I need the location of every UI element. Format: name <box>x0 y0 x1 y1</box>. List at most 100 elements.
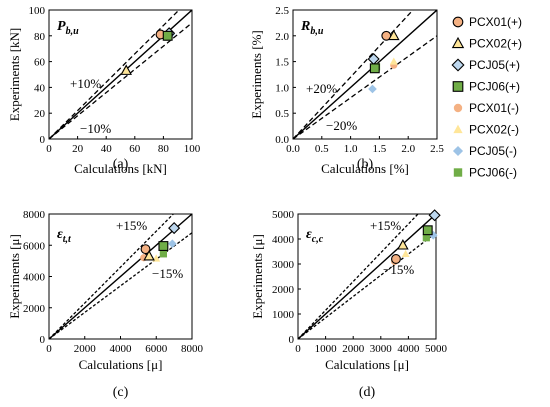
y-tick-label: 0 <box>40 134 46 146</box>
data-point <box>158 241 169 251</box>
x-tick-label: 2000 <box>74 343 97 355</box>
panel-caption: (a) <box>113 157 129 172</box>
panel-caption: (c) <box>113 385 129 400</box>
data-point <box>368 84 377 94</box>
y-axis-label: Experiments [μ] <box>250 234 265 319</box>
x-tick-label: 4000 <box>110 343 133 355</box>
y-tick-label: 60 <box>34 57 46 69</box>
panel-title: Rb,u <box>300 19 324 37</box>
reference-lines <box>49 10 192 139</box>
legend-marker <box>451 58 465 72</box>
data-point <box>168 239 177 249</box>
panel-title: εt,t <box>57 227 72 245</box>
data-point <box>369 63 380 74</box>
legend-marker <box>452 81 464 92</box>
lower-bound-line <box>49 232 192 339</box>
x-tick-label: 4000 <box>397 343 420 355</box>
chart-panel-3: 0 2000 4000 6000 8000 0 2000 4000 6000 8000 +15% −1… <box>7 209 204 400</box>
lower-bound-label: −10% <box>80 121 111 136</box>
data-point <box>162 30 173 41</box>
legend-label: PCJ06(-) <box>469 166 517 180</box>
y-tick-label: 100 <box>29 5 46 17</box>
legend-marker <box>453 168 463 177</box>
plot-frame <box>297 213 437 340</box>
x-axis-label: Calculations [%] <box>321 161 409 176</box>
y-tick-label: 0.0 <box>275 134 289 146</box>
x-tick-label: 100 <box>184 143 201 155</box>
upper-bound-label: +10% <box>70 76 101 91</box>
panel-title-subscript: t,t <box>63 234 72 245</box>
y-tick-label: 1.0 <box>275 82 289 94</box>
lower-bound-label: −20% <box>326 118 357 133</box>
y-tick-label: 40 <box>34 82 46 94</box>
y-tick-label: 4000 <box>272 234 295 246</box>
x-tick-label: 3000 <box>370 343 393 355</box>
y-tick-label: 6000 <box>23 240 46 252</box>
data-point <box>120 64 132 75</box>
y-tick-label: 2.5 <box>275 5 289 17</box>
panel-title-subscript: b,u <box>310 26 324 37</box>
y-tick-label: 0.5 <box>275 108 289 120</box>
panel-title-subscript: b,u <box>66 26 80 37</box>
data-point <box>428 209 441 222</box>
legend-item: PCJ05(+) <box>451 58 520 72</box>
x-tick-label: 8000 <box>181 343 204 355</box>
upper-bound-label: +15% <box>116 218 147 233</box>
y-tick-label: 8000 <box>23 209 46 221</box>
x-tick-label: 0 <box>295 343 301 355</box>
data-point <box>397 239 409 250</box>
x-tick-label: 0 <box>46 343 52 355</box>
plot-frame <box>48 9 193 140</box>
upper-bound-line <box>49 10 180 139</box>
chart-panel-1: 0 20 40 60 80 100 0 20 40 60 80 100 +10% −10% Pb,u Calc… <box>7 5 201 176</box>
x-tick-label: 2000 <box>342 343 365 355</box>
lower-bound-label: −15% <box>383 262 414 277</box>
legend-item: PCJ06(+) <box>452 80 520 94</box>
x-tick-label: 5000 <box>425 343 448 355</box>
panel-title-symbol: R <box>300 19 310 34</box>
upper-bound-line <box>298 214 419 339</box>
y-tick-label: 0 <box>40 334 46 346</box>
legend-marker <box>452 16 464 28</box>
data-point <box>159 250 167 258</box>
data-point <box>143 249 155 261</box>
x-tick-label: 1000 <box>315 343 338 355</box>
panel-title-symbol: ε <box>306 227 312 242</box>
x-axis-label: Calculations [μ] <box>79 357 163 372</box>
x-tick-label: 60 <box>129 143 141 155</box>
data-point <box>140 244 151 255</box>
legend-item: PCX02(-) <box>453 123 519 137</box>
x-axis-label: Calculations [kN] <box>74 161 167 176</box>
lower-bound-label: −15% <box>152 266 183 281</box>
x-tick-label: 6000 <box>145 343 168 355</box>
x-tick-label: 0.0 <box>286 143 300 155</box>
y-tick-label: 2.0 <box>275 31 289 43</box>
panel-caption: (d) <box>359 385 376 400</box>
upper-bound-line <box>293 10 414 139</box>
y-tick-label: 1000 <box>272 309 295 321</box>
legend-marker <box>452 145 464 157</box>
data-point <box>422 234 430 242</box>
legend-item: PCX01(-) <box>453 101 519 115</box>
data-points <box>120 27 176 75</box>
x-tick-label: 0.5 <box>315 143 329 155</box>
chart-panels: 0 20 40 60 80 100020406080100+10%−10%Pb,uCalc… <box>7 5 448 400</box>
legend-label: PCJ05(+) <box>469 58 520 72</box>
x-tick-label: 40 <box>101 143 113 155</box>
panel-title-symbol: ε <box>57 227 63 242</box>
data-point <box>389 57 398 65</box>
panel-title-symbol: P <box>57 19 66 34</box>
y-axis-label: Experiments [%] <box>249 30 264 118</box>
panel-title-subscript: c,c <box>312 234 324 245</box>
panel-title: Pb,u <box>57 19 79 37</box>
y-tick-label: 2000 <box>272 284 295 296</box>
data-point <box>388 29 400 41</box>
y-axis-label: Experiments [μ] <box>7 234 22 319</box>
upper-bound-label: +15% <box>370 218 401 233</box>
upper-bound-line <box>49 214 175 339</box>
data-point <box>422 225 433 236</box>
x-tick-label: 0 <box>46 143 52 155</box>
x-tick-label: 1.5 <box>373 143 387 155</box>
x-tick-label: 1.0 <box>344 143 358 155</box>
